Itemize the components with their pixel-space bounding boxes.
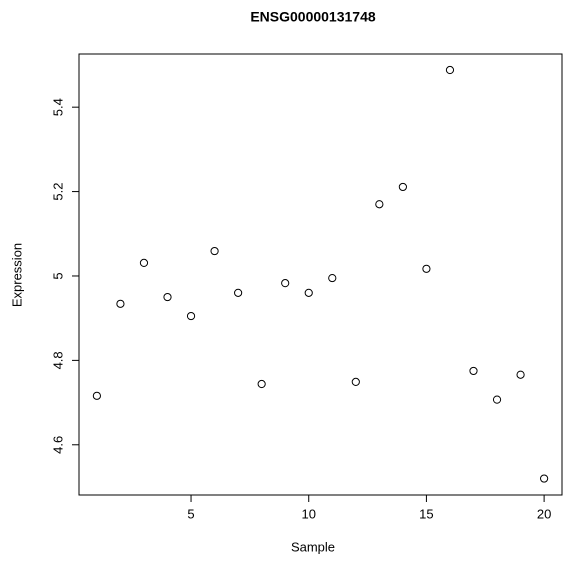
point [210,246,219,256]
chart-title: ENSG00000131748 [250,9,376,25]
point [116,299,125,308]
point [469,366,478,376]
point [492,395,502,404]
point [257,379,266,389]
x-tick-label: 15 [419,506,433,521]
x-axis-label: Sample [291,539,335,554]
point [351,377,360,387]
point [139,258,149,267]
y-tick-label: 5.2 [50,183,65,201]
plot-frame [78,53,563,496]
point [328,273,337,283]
y-tick-label: 4.6 [50,436,65,454]
point [92,391,101,400]
y-tick-label: 5.4 [50,98,65,116]
point [422,264,431,273]
point [304,288,313,297]
point [281,279,290,288]
y-tick-label: 4.8 [50,351,65,369]
point [234,288,243,297]
x-tick-label: 5 [187,506,194,521]
y-axis-label: Expression [9,243,24,307]
x-tick-label: 10 [301,506,315,521]
point [186,311,196,321]
point [516,370,525,379]
y-tick-label: 5 [50,272,65,279]
point [375,200,384,209]
point [398,182,407,192]
point [540,474,549,483]
x-tick-label: 20 [537,506,551,521]
point [445,65,455,75]
point [163,292,172,302]
